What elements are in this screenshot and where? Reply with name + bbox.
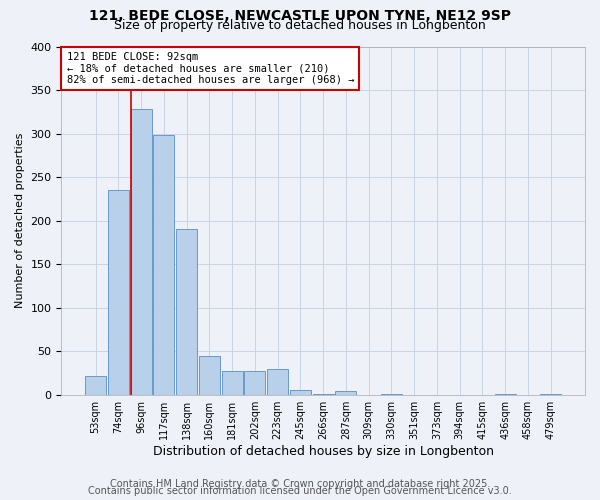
Bar [154,136,175,394]
Bar [131,109,152,395]
X-axis label: Distribution of detached houses by size in Longbenton: Distribution of detached houses by size … [153,444,494,458]
Bar [176,230,197,394]
Text: Size of property relative to detached houses in Longbenton: Size of property relative to detached ho… [114,19,486,32]
Bar [85,376,106,394]
Bar [199,356,220,395]
Text: Contains public sector information licensed under the Open Government Licence v3: Contains public sector information licen… [88,486,512,496]
Text: Contains HM Land Registry data © Crown copyright and database right 2025.: Contains HM Land Registry data © Crown c… [110,479,490,489]
Bar [108,190,129,394]
Bar [290,390,311,394]
Bar [267,368,288,394]
Bar [335,391,356,394]
Bar [244,371,265,394]
Bar [222,371,242,394]
Text: 121, BEDE CLOSE, NEWCASTLE UPON TYNE, NE12 9SP: 121, BEDE CLOSE, NEWCASTLE UPON TYNE, NE… [89,9,511,23]
Y-axis label: Number of detached properties: Number of detached properties [15,133,25,308]
Text: 121 BEDE CLOSE: 92sqm
← 18% of detached houses are smaller (210)
82% of semi-det: 121 BEDE CLOSE: 92sqm ← 18% of detached … [67,52,354,85]
